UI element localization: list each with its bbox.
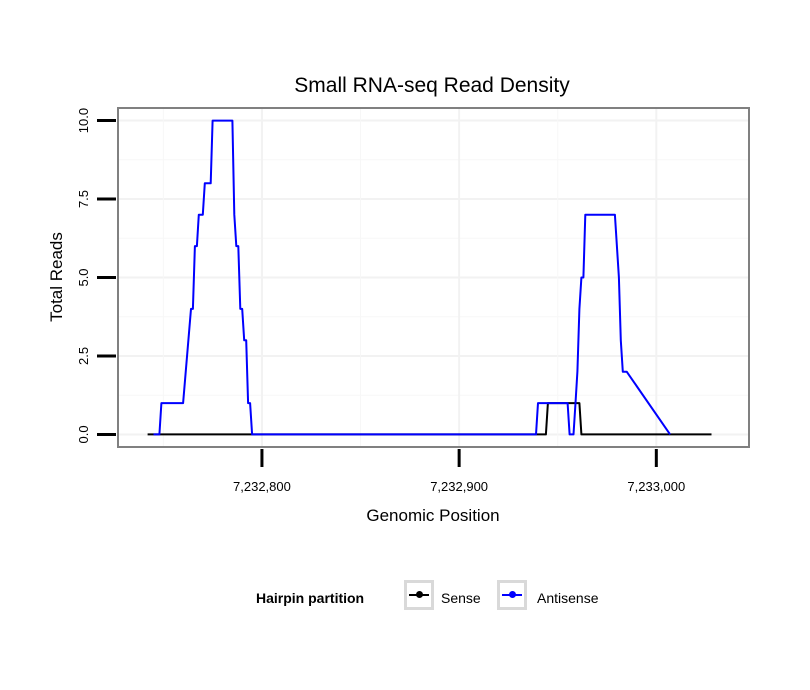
legend-label-antisense: Antisense (537, 590, 599, 606)
legend-key-sense (404, 580, 434, 610)
legend-point-antisense (509, 591, 516, 598)
y-tick-label: 7.5 (76, 190, 91, 208)
axes: 0.0 2.5 5.0 7.5 10.0 7,232,800 7,232,900 7,233,… (76, 108, 685, 494)
legend-label-sense: Sense (441, 590, 481, 606)
y-tick-label: 0.0 (76, 425, 91, 443)
legend-point-sense (416, 591, 423, 598)
x-axis-label: Genomic Position (366, 506, 499, 525)
y-tick-label: 5.0 (76, 268, 91, 286)
y-axis-label: Total Reads (47, 232, 66, 322)
x-tick-label: 7,233,000 (627, 479, 685, 494)
y-tick-label: 10.0 (76, 108, 91, 133)
chart-title: Small RNA-seq Read Density (294, 74, 570, 97)
y-tick-label: 2.5 (76, 347, 91, 365)
legend-key-antisense (497, 580, 527, 610)
chart: Small RNA-seq Read Density 0.0 2.5 5.0 7.5 1… (47, 74, 750, 525)
x-tick-label: 7,232,800 (233, 479, 291, 494)
legend: Hairpin partition Sense Antisense (0, 578, 810, 618)
x-tick-label: 7,232,900 (430, 479, 488, 494)
series-line-antisense (153, 119, 671, 436)
legend-title: Hairpin partition (256, 590, 365, 606)
plot-border (117, 107, 750, 448)
data-series (147, 119, 712, 436)
